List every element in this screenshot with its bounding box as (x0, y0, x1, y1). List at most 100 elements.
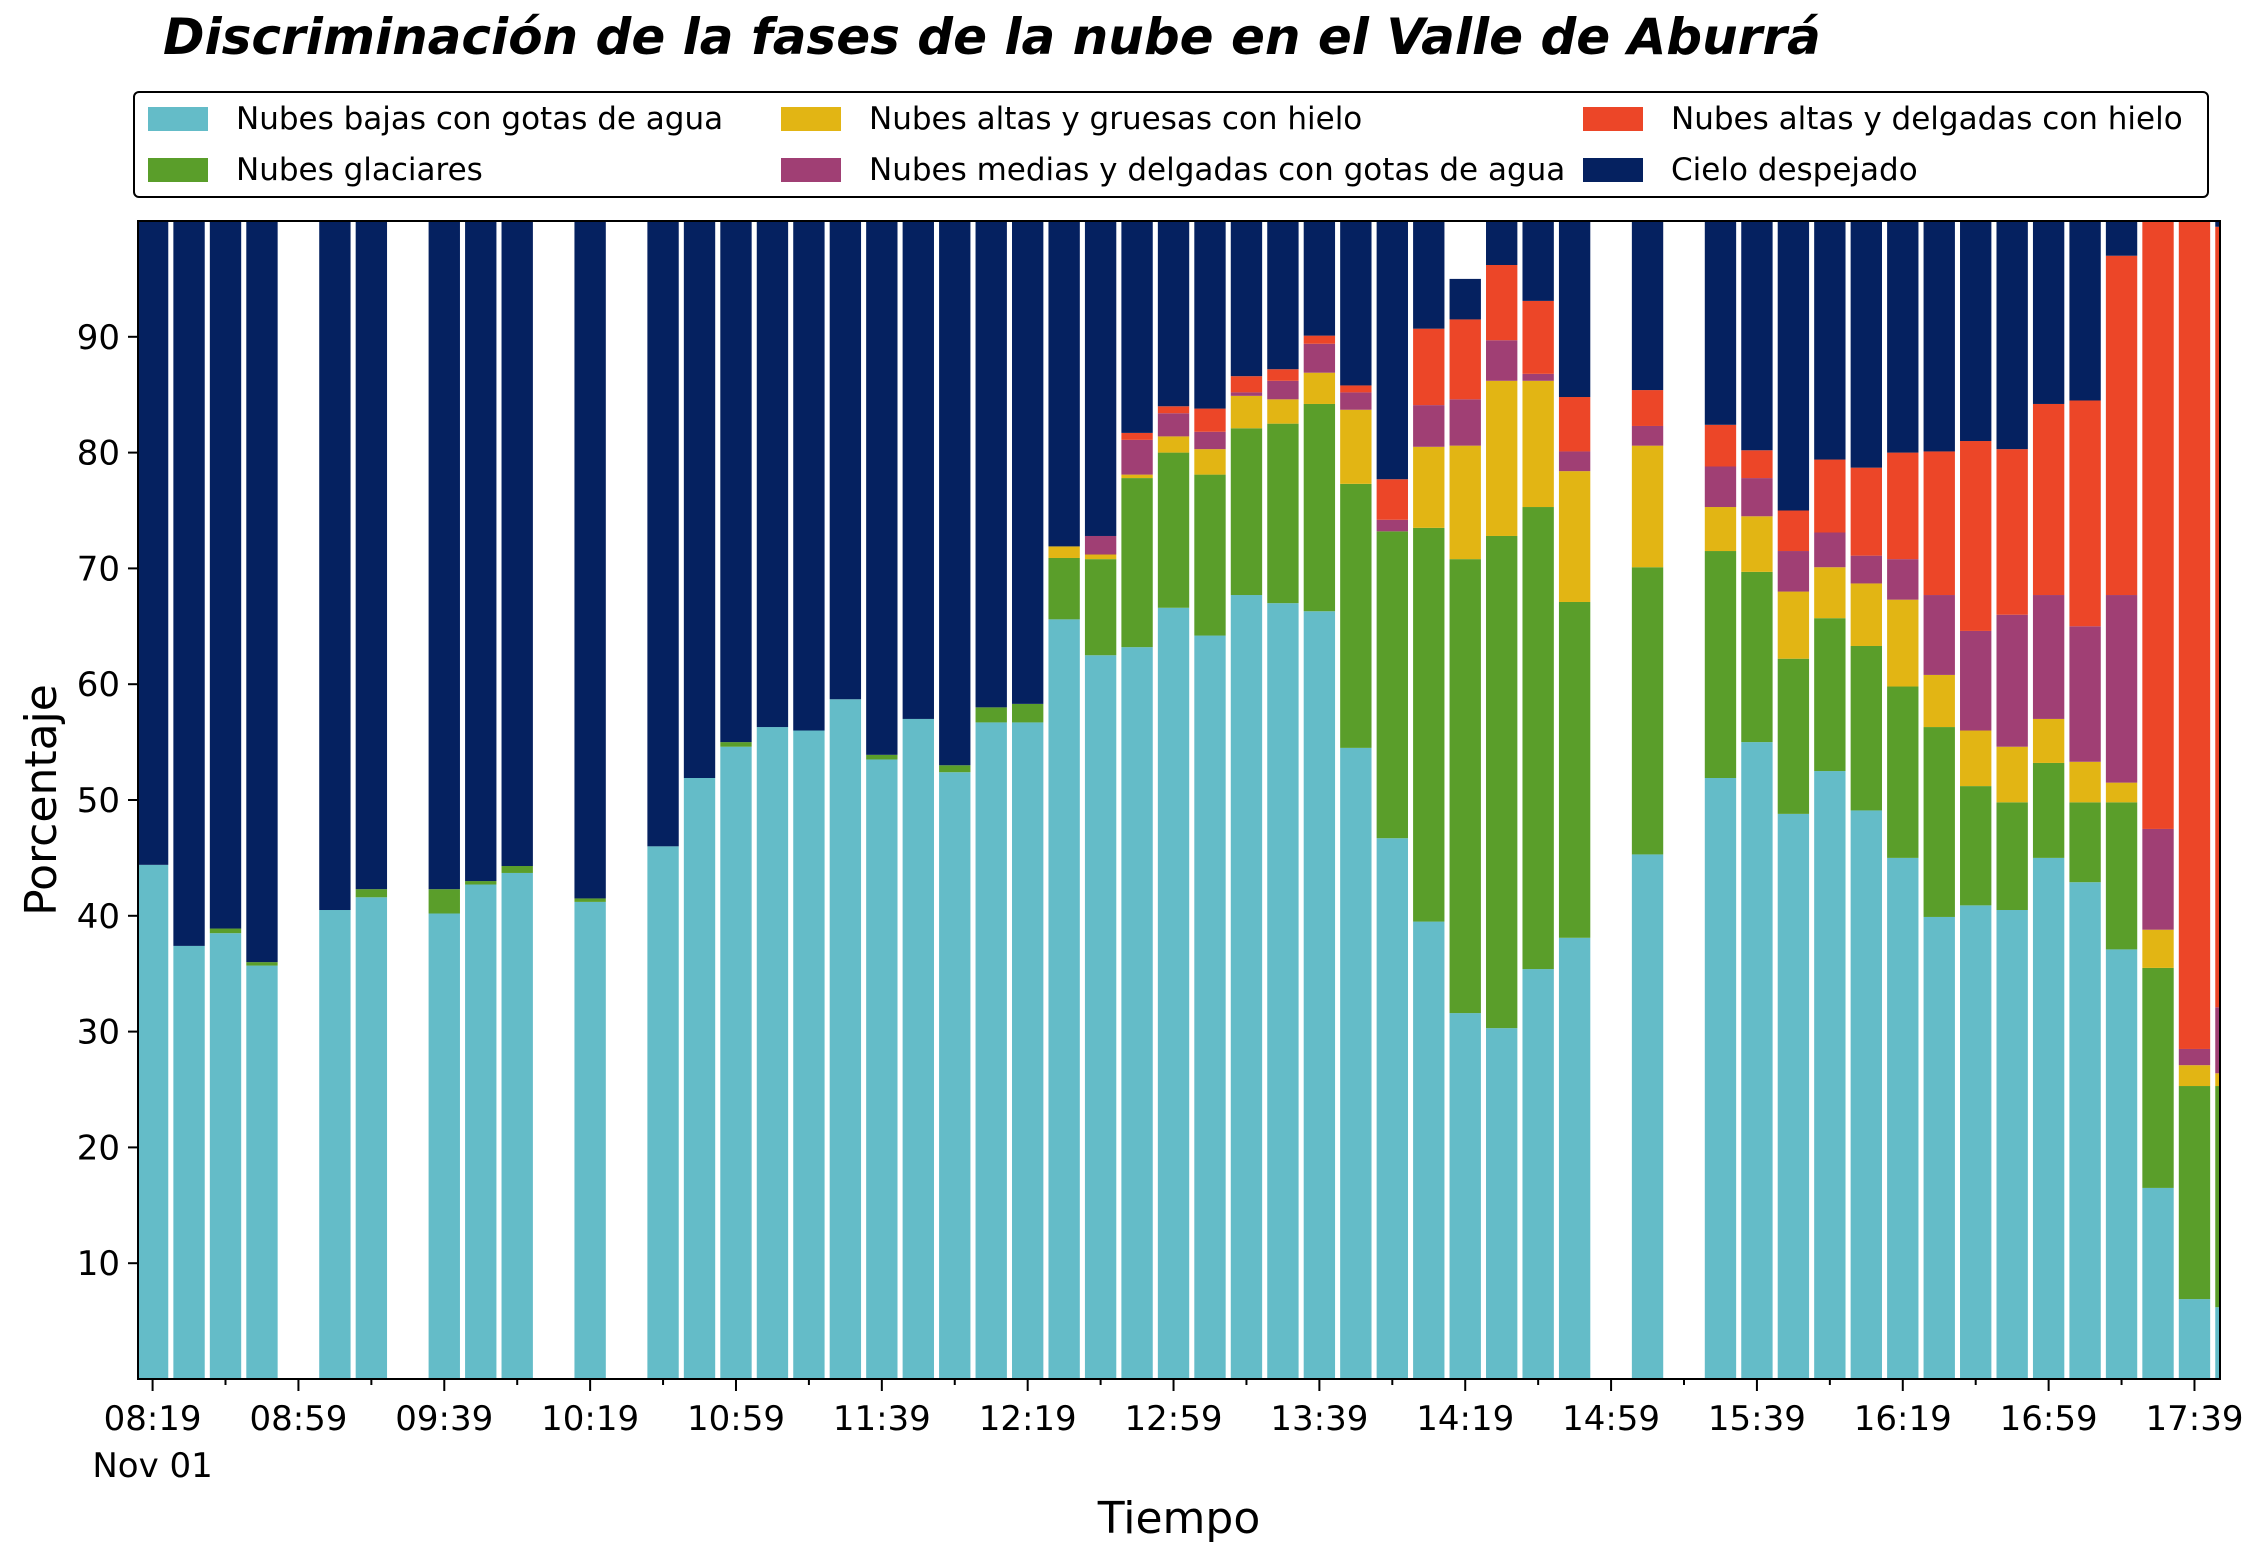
bar-segment-46-5 (1814, 221, 1846, 460)
bar-segment-52-2 (2032, 718, 2065, 763)
bar-segment-57-2 (2215, 1073, 2220, 1087)
legend-swatch (1583, 158, 1643, 182)
bar-segment-53-5 (2069, 221, 2101, 401)
bar-segment-16-0 (720, 746, 752, 1379)
bar-segment-47-4 (1850, 467, 1882, 556)
x-tick-label: 09:39 (395, 1399, 493, 1439)
bar-segment-54-3 (2105, 595, 2138, 783)
bar-segment-41-0 (1631, 854, 1664, 1379)
bar-segment-29-4 (1194, 408, 1226, 432)
bar-segment-36-5 (1449, 278, 1481, 320)
bar-segment-23-5 (975, 221, 1007, 708)
bar-segment-56-0 (2178, 1299, 2211, 1379)
bar-segment-43-4 (1704, 424, 1737, 467)
bar-segment-56-4 (2178, 221, 2211, 1049)
bar-segment-27-4 (1121, 432, 1153, 440)
bar-segment-29-2 (1194, 449, 1226, 475)
x-tick-label: 16:19 (1854, 1399, 1952, 1439)
bar-segment-41-4 (1631, 390, 1664, 426)
legend-item: Cielo despejado (1583, 148, 1918, 192)
bar-segment-30-4 (1230, 376, 1263, 393)
bar-segment-47-5 (1850, 221, 1882, 468)
bar-segment-37-2 (1486, 380, 1518, 536)
bar-segment-34-1 (1376, 531, 1408, 839)
x-tick-label: 10:19 (541, 1399, 639, 1439)
bar-segment-52-3 (2032, 595, 2065, 719)
bar-segment-10-5 (501, 221, 533, 867)
bar-segment-44-0 (1741, 742, 1773, 1379)
bar-segment-29-3 (1194, 431, 1226, 450)
bar-segment-33-2 (1340, 409, 1372, 484)
bar-segment-37-3 (1486, 340, 1518, 381)
bar-segment-44-4 (1741, 450, 1773, 479)
bar-segment-32-1 (1303, 403, 1336, 612)
bar-segment-27-3 (1121, 439, 1153, 475)
bar-segment-36-4 (1449, 319, 1481, 400)
x-tick-label: 16:59 (2000, 1399, 2098, 1439)
bar-segment-32-2 (1303, 372, 1336, 404)
bar-segment-24-5 (1012, 221, 1044, 704)
bar-segment-54-0 (2105, 949, 2138, 1379)
bar-segment-45-5 (1777, 221, 1810, 511)
bar-segment-19-5 (829, 221, 862, 700)
legend: Nubes bajas con gotas de agua Nubes altas… (133, 91, 2209, 198)
bar-segment-43-0 (1704, 778, 1737, 1379)
bar-segment-37-1 (1486, 535, 1518, 1029)
bar-segment-12-1 (574, 898, 606, 902)
y-tick-label: 40 (77, 897, 120, 937)
bar-segment-24-0 (1012, 722, 1044, 1379)
bar-segment-27-0 (1121, 647, 1153, 1379)
bar-segment-50-4 (1960, 441, 1992, 631)
bar-segment-31-0 (1267, 603, 1299, 1379)
bar-segment-43-1 (1704, 551, 1737, 778)
bar-segment-20-5 (866, 221, 898, 755)
bar-segment-46-4 (1814, 459, 1846, 533)
bar-segment-37-4 (1486, 265, 1518, 341)
bar-segment-28-1 (1157, 452, 1190, 608)
bar-segment-45-2 (1777, 591, 1810, 659)
bars-layer (138, 221, 2220, 1379)
bar-segment-49-3 (1923, 595, 1955, 675)
bar-segment-35-1 (1413, 527, 1445, 922)
bar-segment-6-0 (355, 897, 388, 1379)
bar-segment-38-5 (1522, 221, 1554, 301)
bar-segment-9-5 (465, 221, 497, 882)
bar-segment-49-1 (1923, 727, 1955, 917)
bar-segment-50-5 (1960, 221, 1992, 442)
bar-segment-30-3 (1230, 392, 1263, 396)
bar-segment-29-1 (1194, 474, 1226, 636)
bar-segment-39-0 (1558, 937, 1591, 1379)
x-tick-label: 14:19 (1416, 1399, 1514, 1439)
bar-segment-14-0 (647, 846, 679, 1379)
bar-segment-5-0 (319, 910, 351, 1379)
legend-swatch (1583, 107, 1643, 131)
bar-segment-54-1 (2105, 802, 2138, 950)
bar-segment-27-2 (1121, 474, 1153, 479)
bar-segment-8-5 (428, 221, 460, 890)
bar-segment-48-5 (1887, 221, 1919, 453)
y-tick-label: 20 (77, 1128, 120, 1168)
bar-segment-30-2 (1230, 395, 1263, 429)
bar-segment-51-0 (1996, 910, 2028, 1379)
bar-segment-47-3 (1850, 555, 1882, 584)
bar-segment-55-0 (2142, 1187, 2174, 1379)
bar-segment-5-5 (319, 221, 351, 911)
x-axis-title: Tiempo (1097, 1493, 1261, 1544)
bar-segment-54-5 (2105, 221, 2138, 256)
bar-segment-53-1 (2069, 802, 2101, 883)
bar-segment-27-5 (1121, 221, 1153, 433)
bar-segment-56-1 (2178, 1086, 2211, 1300)
bar-segment-51-4 (1996, 449, 2028, 615)
bar-segment-47-1 (1850, 645, 1882, 811)
bar-segment-6-1 (355, 889, 388, 898)
bar-segment-57-3 (2215, 1007, 2220, 1074)
y-tick-label: 70 (77, 549, 120, 589)
legend-item: Nubes altas y delgadas con hielo (1583, 97, 2183, 141)
bar-segment-15-0 (683, 778, 716, 1379)
legend-swatch (781, 158, 841, 182)
bar-segment-27-1 (1121, 478, 1153, 648)
bar-segment-51-2 (1996, 746, 2028, 803)
bar-segment-14-5 (647, 221, 679, 847)
bar-segment-38-2 (1522, 380, 1554, 508)
